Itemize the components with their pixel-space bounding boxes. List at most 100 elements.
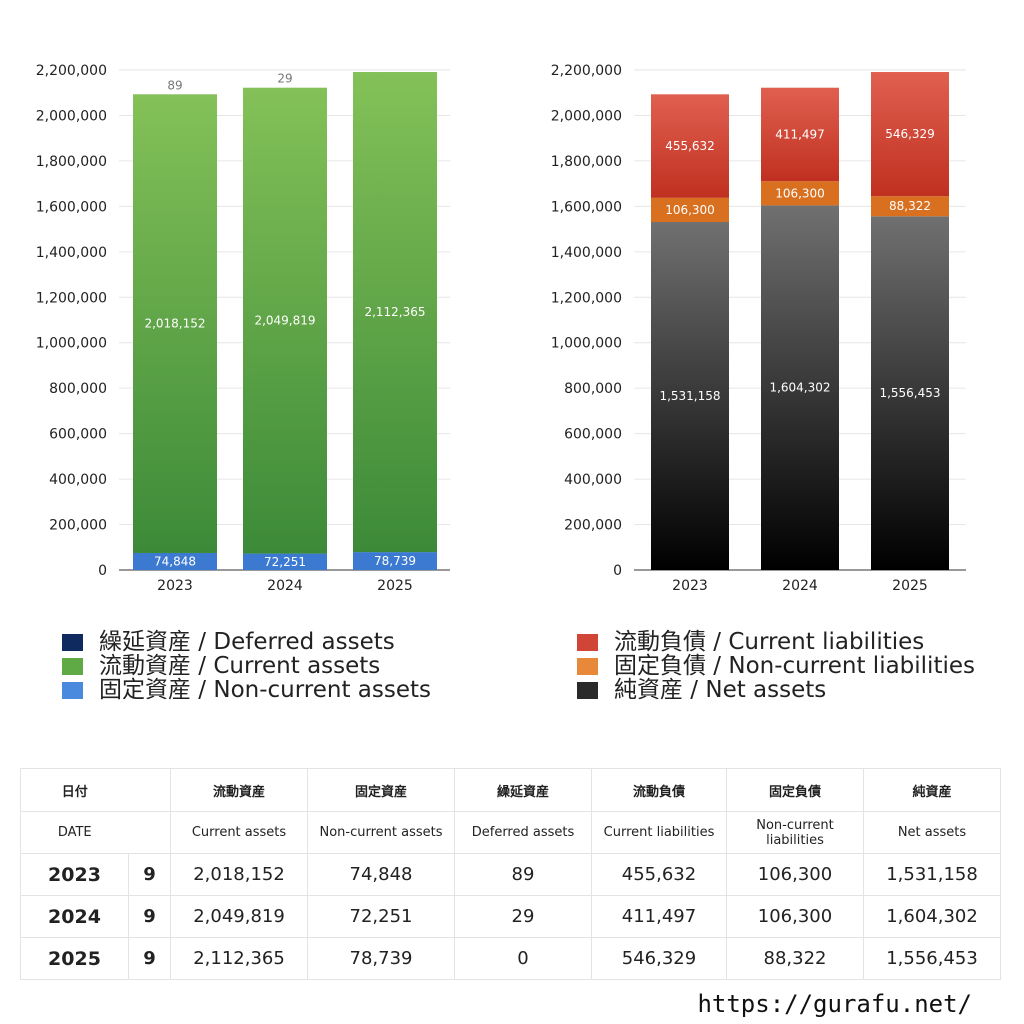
data-label: 88,322	[889, 199, 931, 213]
data-label: 2,018,152	[144, 317, 205, 331]
y-tick-label: 1,800,000	[551, 154, 622, 170]
bar-segment	[651, 222, 729, 570]
chart-assets: 0 200,000 400,000 600,000 800,000 1,000,000 1,…	[36, 63, 450, 594]
bar-segment	[651, 94, 729, 198]
header-cell: Net assets	[863, 811, 1001, 854]
bar-segment	[651, 197, 729, 223]
header-cell: Non-current liabilities	[726, 811, 864, 854]
header-cell: 繰延資産	[454, 768, 592, 812]
data-label: 106,300	[665, 203, 715, 217]
charts-canvas: 0 200,000 400,000 600,000 800,000 1,000,000 1,…	[36, 63, 966, 594]
legend-label: 固定負債 / Non-current liabilities	[614, 653, 975, 679]
data-label: 411,497	[775, 127, 825, 141]
legend-label: 流動資産 / Current assets	[99, 653, 381, 679]
legend-label: 純資産 / Net assets	[614, 677, 827, 703]
table-cell: 455,632	[591, 853, 727, 896]
x-tick-label: 2024	[782, 578, 818, 594]
y-tick-label: 0	[98, 563, 107, 579]
y-tick-label: 200,000	[49, 518, 107, 534]
legend-item-current-assets: 流動資産 / Current assets	[62, 654, 431, 678]
x-tick-label: 2024	[267, 578, 303, 594]
bar-segment	[353, 552, 437, 570]
y-tick-label: 2,200,000	[36, 63, 107, 79]
y-tick-label: 800,000	[564, 381, 622, 397]
y-tick-label: 600,000	[564, 427, 622, 443]
table-cell: 2,112,365	[170, 937, 308, 980]
legend-item-net-assets: 純資産 / Net assets	[577, 678, 975, 702]
legend-swatch	[577, 681, 598, 699]
y-tick-label: 1,400,000	[36, 245, 107, 261]
bar-segment	[761, 87, 839, 182]
y-tick-label: 0	[613, 563, 622, 579]
bar-segment	[871, 216, 949, 570]
table-cell: 78,739	[307, 937, 455, 980]
legend-label: 流動負債 / Current liabilities	[614, 629, 925, 655]
y-tick-label: 600,000	[49, 427, 107, 443]
table-cell: 88,322	[726, 937, 864, 980]
table-cell: 0	[454, 937, 592, 980]
table-row: 2023 9 2,018,152 74,848 89 455,632 106,3…	[20, 853, 1001, 896]
header-cell	[128, 811, 171, 854]
legend-item-non-current-liabilities: 固定負債 / Non-current liabilities	[577, 654, 975, 678]
x-tick-label: 2025	[377, 578, 413, 594]
y-tick-label: 2,200,000	[551, 63, 622, 79]
data-label: 72,251	[264, 555, 306, 569]
data-label: 106,300	[775, 186, 825, 200]
data-label: 2,112,365	[364, 305, 425, 319]
table-cell: 2,018,152	[170, 853, 308, 896]
y-tick-label: 200,000	[564, 518, 622, 534]
y-tick-label: 1,600,000	[551, 199, 622, 215]
table-cell: 1,531,158	[863, 853, 1001, 896]
table-cell: 29	[454, 895, 592, 938]
x-tick-label: 2023	[672, 578, 708, 594]
data-label: 1,604,302	[769, 381, 830, 395]
table-cell: 106,300	[726, 853, 864, 896]
legend-item-current-liabilities: 流動負債 / Current liabilities	[577, 630, 975, 654]
legend-swatch	[577, 657, 598, 675]
y-tick-label: 800,000	[49, 381, 107, 397]
header-cell: 固定資産	[307, 768, 455, 812]
table-cell: 1,556,453	[863, 937, 1001, 980]
bar-segment	[761, 205, 839, 570]
legend-swatch	[62, 633, 83, 651]
y-tick-label: 1,000,000	[551, 336, 622, 352]
legend-liabilities: 流動負債 / Current liabilities 固定負債 / Non-cu…	[577, 630, 975, 702]
bar-segment	[243, 87, 327, 554]
table-header-jp: 日付 流動資産 固定資産 繰延資産 流動負債 固定負債 純資産	[20, 768, 1001, 812]
data-label: 546,329	[885, 127, 935, 141]
header-cell: Deferred assets	[454, 811, 592, 854]
header-cell: Non-current assets	[307, 811, 455, 854]
header-cell: 日付	[20, 768, 129, 812]
table-cell: 411,497	[591, 895, 727, 938]
data-label: 74,848	[154, 554, 196, 568]
legend-swatch	[62, 681, 83, 699]
bar-segment	[353, 72, 437, 553]
bar-segment	[133, 94, 217, 553]
header-cell: DATE	[20, 811, 129, 854]
bar-segment	[133, 552, 217, 570]
chart-liabilities: 0 200,000 400,000 600,000 800,000 1,000,000 1,…	[551, 63, 966, 594]
table-row: 2024 9 2,049,819 72,251 29 411,497 106,3…	[20, 895, 1001, 938]
y-tick-label: 2,000,000	[551, 108, 622, 124]
table-cell-month: 9	[128, 895, 171, 938]
y-tick-label: 1,000,000	[36, 336, 107, 352]
legend-swatch	[577, 633, 598, 651]
table-row: 2025 9 2,112,365 78,739 0 546,329 88,322…	[20, 937, 1001, 980]
legend-item-deferred-assets: 繰延資産 / Deferred assets	[62, 630, 431, 654]
table-cell: 106,300	[726, 895, 864, 938]
header-cell: 純資産	[863, 768, 1001, 812]
table-cell: 72,251	[307, 895, 455, 938]
table-cell: 1,604,302	[863, 895, 1001, 938]
data-label: 29	[277, 72, 292, 86]
header-cell: 流動負債	[591, 768, 727, 812]
table-header-en: DATE Current assets Non-current assets D…	[20, 811, 1001, 854]
legend-item-non-current-assets: 固定資産 / Non-current assets	[62, 678, 431, 702]
data-label: 455,632	[665, 139, 715, 153]
bar-segment	[871, 72, 949, 197]
legend-assets: 繰延資産 / Deferred assets 流動資産 / Current as…	[62, 630, 431, 702]
bar-segment	[243, 553, 327, 570]
bar-segment	[871, 196, 949, 217]
y-tick-label: 400,000	[49, 472, 107, 488]
table-cell-year: 2025	[20, 937, 129, 980]
header-cell: 固定負債	[726, 768, 864, 812]
